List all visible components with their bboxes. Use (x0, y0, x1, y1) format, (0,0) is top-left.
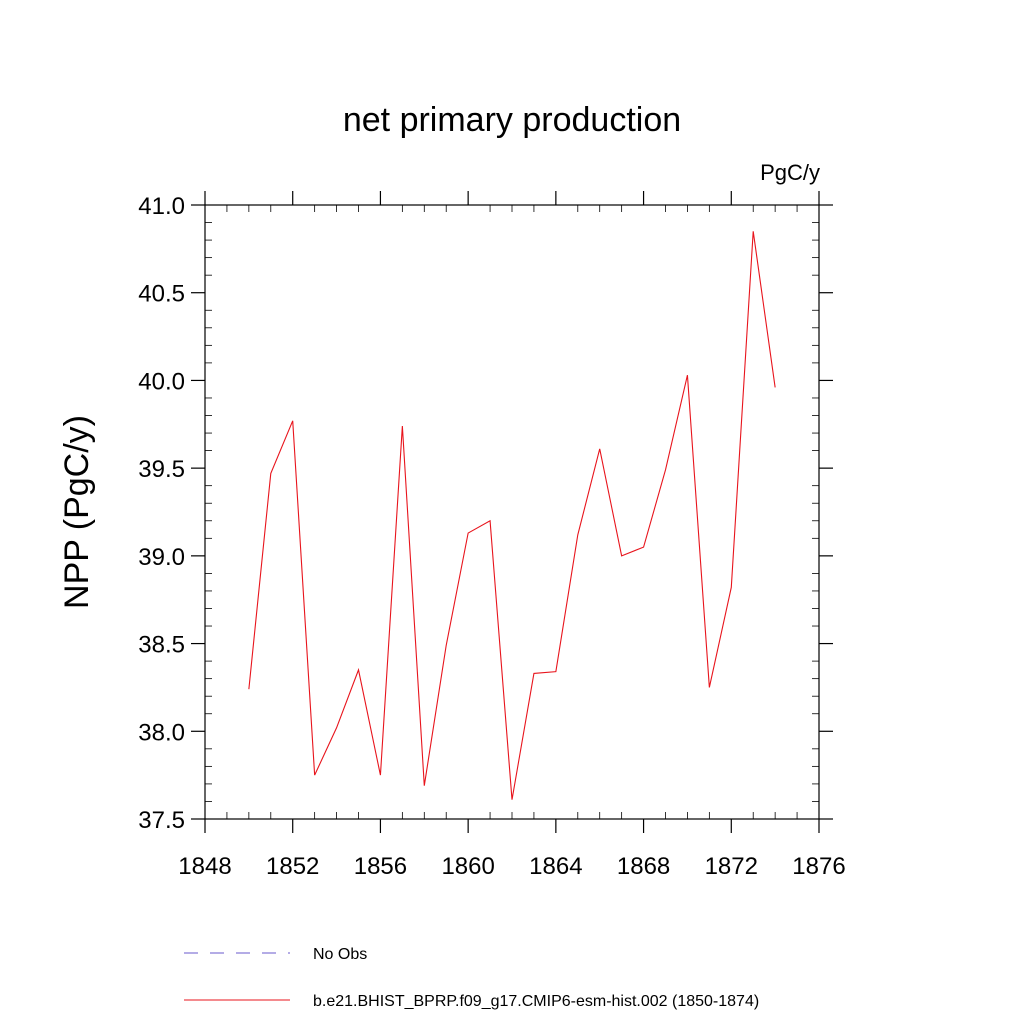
data-point (424, 785, 425, 786)
legend: No Obs b.e21.BHIST_BPRP.f09_g17.CMIP6-esm… (184, 946, 759, 1010)
x-tick-label: 1868 (617, 853, 670, 880)
data-point (402, 425, 403, 426)
y-tick-label: 39.5 (138, 456, 185, 483)
plot-series (248, 231, 776, 800)
x-tick-label: 1852 (266, 853, 319, 880)
data-point (621, 555, 622, 556)
legend-label: b.e21.BHIST_BPRP.f09_g17.CMIP6-esm-hist.… (313, 993, 759, 1010)
data-point (533, 673, 534, 674)
data-point (270, 473, 271, 474)
data-point (577, 534, 578, 535)
data-point (358, 669, 359, 670)
data-point (489, 520, 490, 521)
data-point (336, 727, 337, 728)
data-point (687, 375, 688, 376)
data-point (665, 469, 666, 470)
y-tick-label: 38.5 (138, 632, 185, 659)
data-point (248, 689, 249, 690)
data-point (555, 671, 556, 672)
axis-ticks: 1848 1852 1856 1860 1864 1868 1872 1876 37.5 38.0… (138, 191, 846, 880)
data-point (753, 231, 754, 232)
y-tick-label: 37.5 (138, 807, 185, 834)
data-point (468, 532, 469, 533)
x-tick-label: 1856 (354, 853, 407, 880)
data-point (731, 587, 732, 588)
y-tick-label: 40.0 (138, 368, 185, 395)
data-point (511, 799, 512, 800)
y-tick-label: 40.5 (138, 281, 185, 308)
data-point (446, 645, 447, 646)
x-tick-label: 1872 (705, 853, 758, 880)
data-point (709, 687, 710, 688)
x-tick-label: 1860 (441, 853, 494, 880)
data-point (314, 775, 315, 776)
data-point (775, 387, 776, 388)
y-axis-label: NPP (PgC/y) (58, 415, 96, 609)
x-tick-label: 1848 (178, 853, 231, 880)
y-tick-label: 39.0 (138, 544, 185, 571)
units-label: PgC/y (760, 160, 820, 185)
data-point (380, 775, 381, 776)
plot-frame (204, 204, 820, 820)
y-tick-label: 41.0 (138, 193, 185, 220)
data-point (599, 448, 600, 449)
x-tick-label: 1876 (792, 853, 845, 880)
x-tick-label: 1864 (529, 853, 582, 880)
series-line (248, 231, 776, 800)
data-point (292, 420, 293, 421)
legend-label: No Obs (313, 946, 367, 963)
y-tick-label: 38.0 (138, 719, 185, 746)
chart-title: net primary production (343, 101, 681, 139)
data-point (643, 546, 644, 547)
